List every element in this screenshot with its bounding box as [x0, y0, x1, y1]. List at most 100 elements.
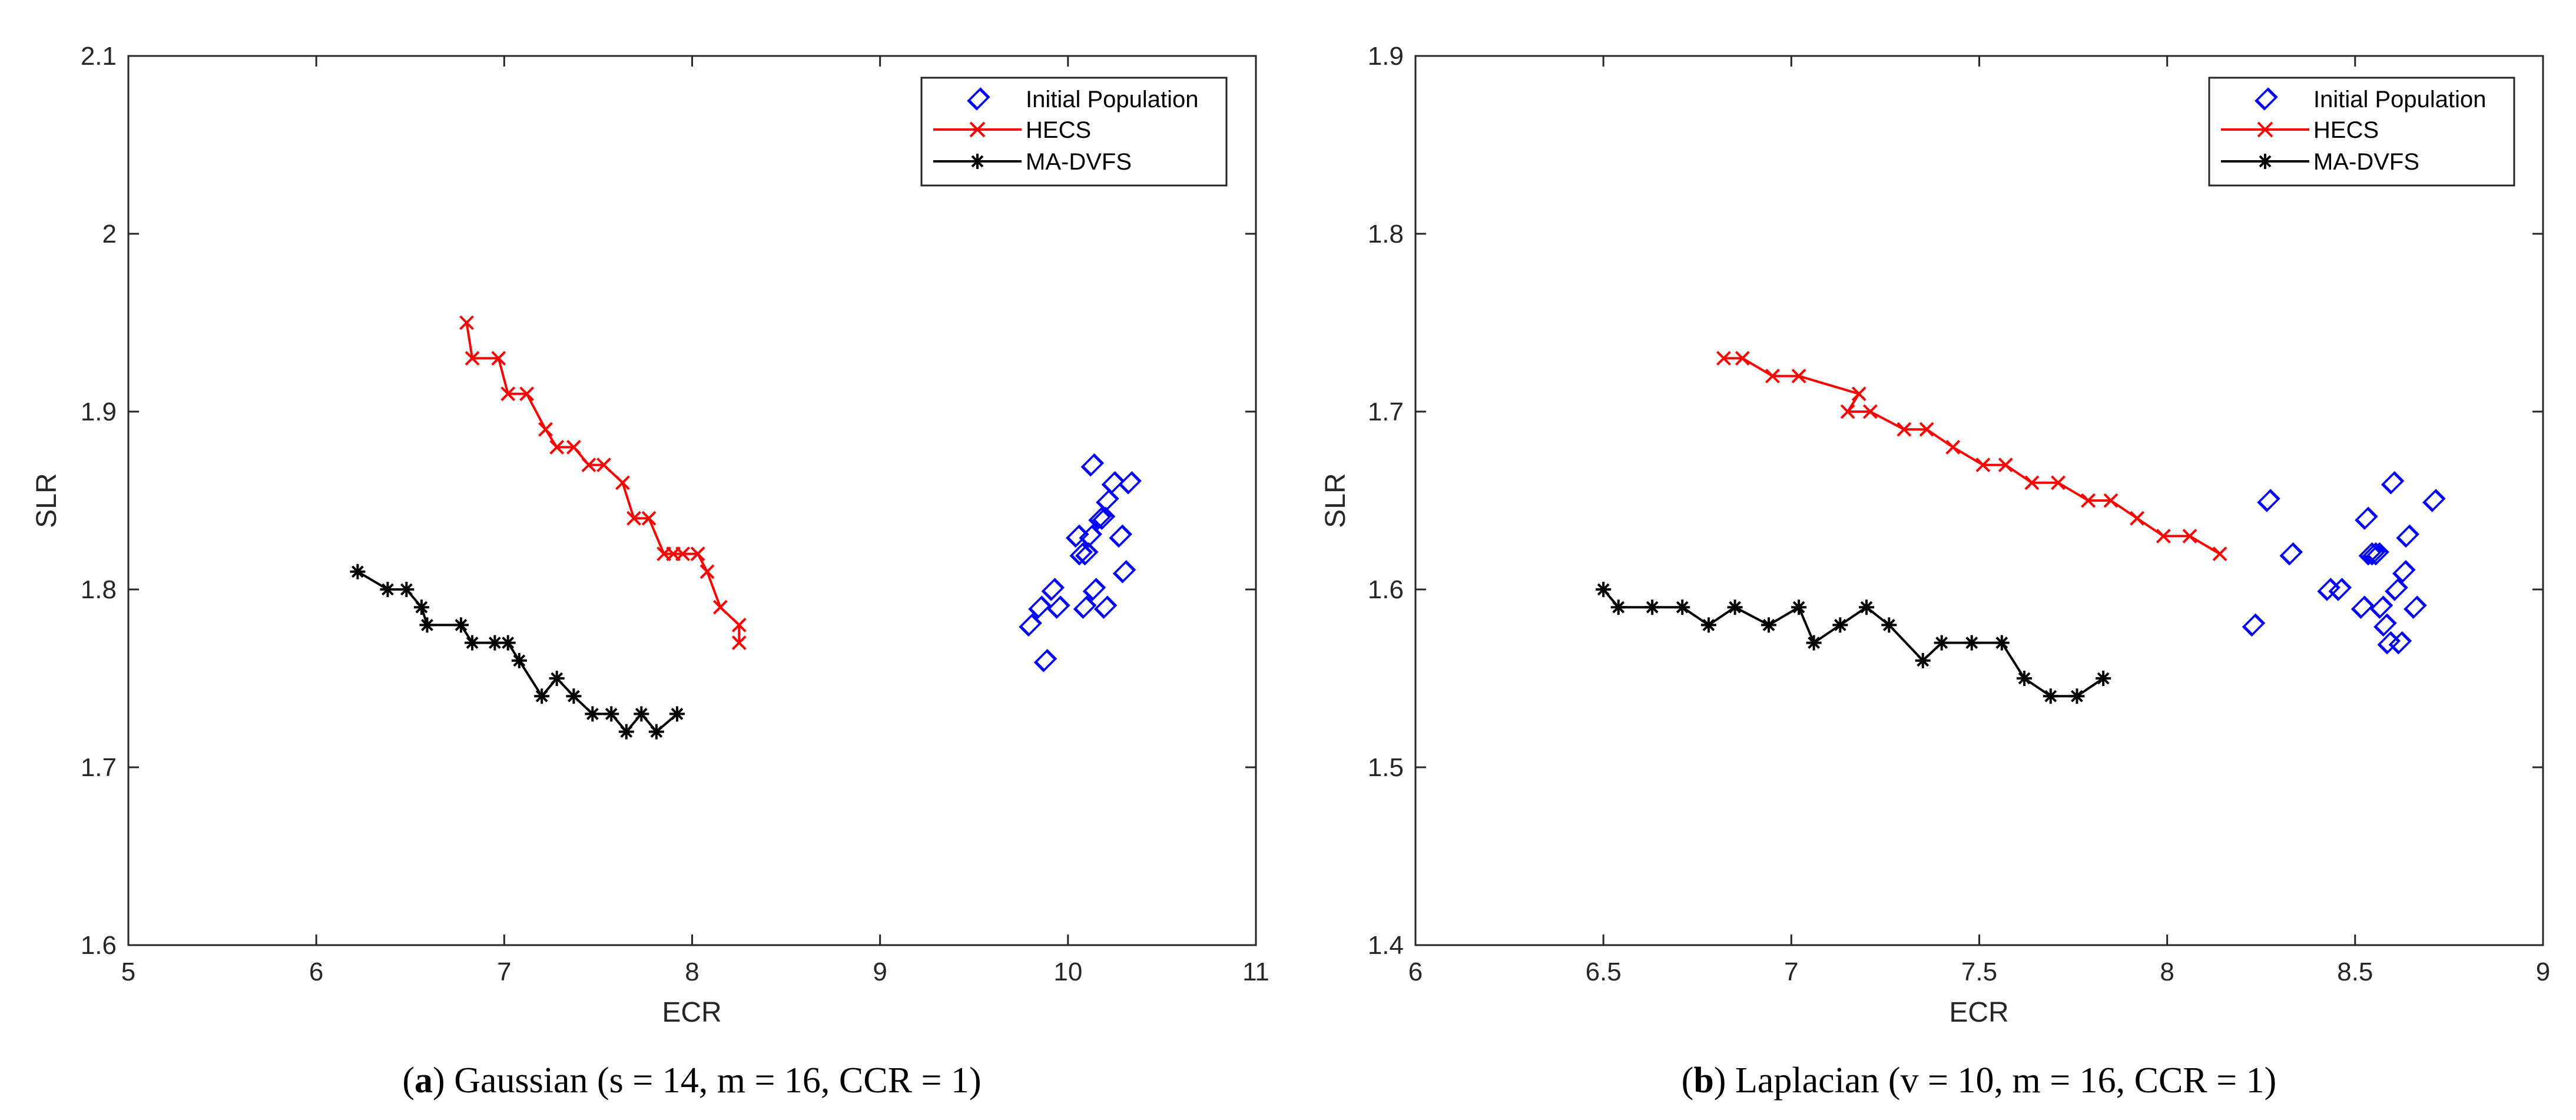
data-point-hecs-b — [2024, 475, 2040, 491]
legend-label-ma-dvfs-b: MA-DVFS — [2313, 149, 2419, 175]
data-point-ma-dvfs-a — [634, 706, 649, 722]
data-point-initial-population-b — [2328, 578, 2352, 601]
data-point-ma-dvfs-a — [350, 564, 366, 579]
legend-marker-ma-dvfs-b — [2257, 154, 2273, 169]
legend-label-initial-population-b: Initial Population — [2313, 87, 2487, 112]
data-point-hecs-b — [1840, 404, 1855, 419]
caption-b: (b) Laplacian (v = 10, m = 16, CCR = 1) — [1682, 1061, 2277, 1101]
y-tick-label-b: 1.5 — [1368, 753, 1404, 782]
x-tick-label-b: 6.5 — [1586, 957, 1622, 986]
data-point-ma-dvfs-b — [1806, 635, 1822, 651]
x-tick-label-a: 6 — [309, 957, 323, 986]
data-point-hecs-a — [581, 458, 596, 473]
y-tick-label-a: 2 — [102, 220, 117, 248]
data-point-hecs-b — [1945, 439, 1961, 455]
data-point-ma-dvfs-a — [669, 706, 685, 722]
data-point-hecs-b — [2051, 475, 2066, 491]
data-point-initial-population-a — [1033, 649, 1057, 672]
data-point-initial-population-b — [2388, 631, 2412, 655]
data-point-hecs-b — [2182, 528, 2197, 544]
y-axis-label-b: SLR — [1320, 473, 1351, 528]
data-point-ma-dvfs-b — [1859, 599, 1874, 615]
data-point-initial-population-a — [1093, 595, 1118, 619]
caption-letter-b: b — [1693, 1061, 1713, 1101]
data-point-initial-population-a — [1041, 578, 1065, 601]
data-point-initial-population-b — [2279, 542, 2303, 566]
data-point-ma-dvfs-a — [566, 688, 582, 704]
plot-marks-a — [350, 315, 1142, 740]
legend-marker-initial-population-b — [2255, 87, 2278, 111]
data-point-hecs-a — [641, 511, 657, 526]
x-tick-label-b: 6 — [1408, 957, 1423, 986]
data-point-ma-dvfs-a — [419, 617, 435, 633]
y-tick-label-b: 1.8 — [1368, 220, 1404, 248]
data-point-ma-dvfs-a — [604, 706, 619, 722]
x-axis-label-b: ECR — [1949, 997, 2008, 1028]
data-point-ma-dvfs-a — [648, 724, 664, 740]
data-point-initial-population-b — [2396, 524, 2419, 548]
data-point-hecs-a — [626, 511, 641, 526]
data-point-hecs-b — [1716, 350, 1731, 366]
series-initial-population-b — [2242, 471, 2446, 655]
data-point-hecs-a — [538, 422, 553, 437]
data-point-ma-dvfs-a — [413, 599, 429, 615]
legend-a: Initial Population HECS MA-DVFS — [920, 77, 1228, 187]
x-tick-label-a: 11 — [1242, 957, 1269, 986]
y-tick-label-a: 1.9 — [81, 397, 117, 426]
series-initial-population-a — [1019, 453, 1142, 672]
data-point-initial-population-a — [1118, 471, 1142, 495]
data-point-initial-population-b — [2369, 595, 2393, 619]
data-point-ma-dvfs-b — [1964, 635, 1980, 651]
x-tick-label-a: 10 — [1053, 957, 1082, 986]
legend-marker-hecs-a — [969, 121, 986, 138]
data-point-ma-dvfs-a — [453, 617, 469, 633]
x-axis-label-a: ECR — [662, 997, 721, 1028]
plot-marks-b — [1596, 350, 2446, 704]
series-line-hecs-a — [465, 322, 741, 643]
data-point-hecs-a — [712, 599, 728, 615]
y-tick-label-a: 2.1 — [81, 42, 117, 71]
data-point-initial-population-b — [2242, 613, 2266, 637]
data-point-hecs-a — [615, 475, 630, 491]
data-point-hecs-b — [2130, 511, 2145, 526]
legend-marker-hecs-b — [2257, 121, 2273, 138]
data-point-initial-population-b — [2362, 542, 2386, 566]
y-tick-label-b: 1.4 — [1368, 931, 1404, 960]
data-point-hecs-b — [2081, 493, 2096, 508]
plot-frame-a — [127, 55, 1257, 946]
data-point-hecs-a — [675, 546, 690, 562]
y-tick-label-a: 1.8 — [81, 575, 117, 604]
caption-letter-a: a — [415, 1061, 433, 1101]
data-point-initial-population-a — [1088, 506, 1112, 530]
data-point-initial-population-b — [2350, 595, 2375, 619]
data-point-ma-dvfs-b — [1791, 599, 1807, 615]
data-point-ma-dvfs-b — [1700, 617, 1716, 633]
y-tick-label-a: 1.7 — [81, 753, 117, 782]
data-point-initial-population-b — [2381, 471, 2405, 495]
data-point-ma-dvfs-a — [585, 706, 601, 722]
y-tick-label-b: 1.7 — [1368, 397, 1404, 426]
data-point-initial-population-a — [1019, 613, 1042, 637]
series-ma-dvfs-b — [1596, 582, 2111, 704]
data-point-ma-dvfs-a — [465, 635, 480, 651]
series-hecs-a — [459, 315, 747, 651]
data-point-hecs-b — [2103, 493, 2119, 508]
series-line-ma-dvfs-b — [1602, 588, 2104, 698]
legend-marker-ma-dvfs-a — [970, 154, 985, 169]
data-point-hecs-a — [699, 564, 715, 579]
x-tick-label-b: 7.5 — [1961, 957, 1997, 986]
data-point-ma-dvfs-b — [1832, 617, 1848, 633]
data-point-hecs-b — [1998, 458, 2013, 473]
x-tick-label-a: 7 — [497, 957, 511, 986]
data-point-hecs-b — [1791, 369, 1806, 384]
data-point-ma-dvfs-a — [487, 635, 503, 651]
x-tick-label-a: 8 — [685, 957, 699, 986]
data-point-initial-population-a — [1069, 542, 1093, 566]
x-tick-label-a: 5 — [121, 957, 135, 986]
series-line-hecs-b — [1723, 357, 2221, 555]
data-point-hecs-b — [1897, 422, 1912, 437]
legend-label-hecs-a: HECS — [1026, 117, 1091, 143]
data-point-hecs-a — [500, 386, 516, 402]
x-tick-label-b: 8 — [2160, 957, 2174, 986]
